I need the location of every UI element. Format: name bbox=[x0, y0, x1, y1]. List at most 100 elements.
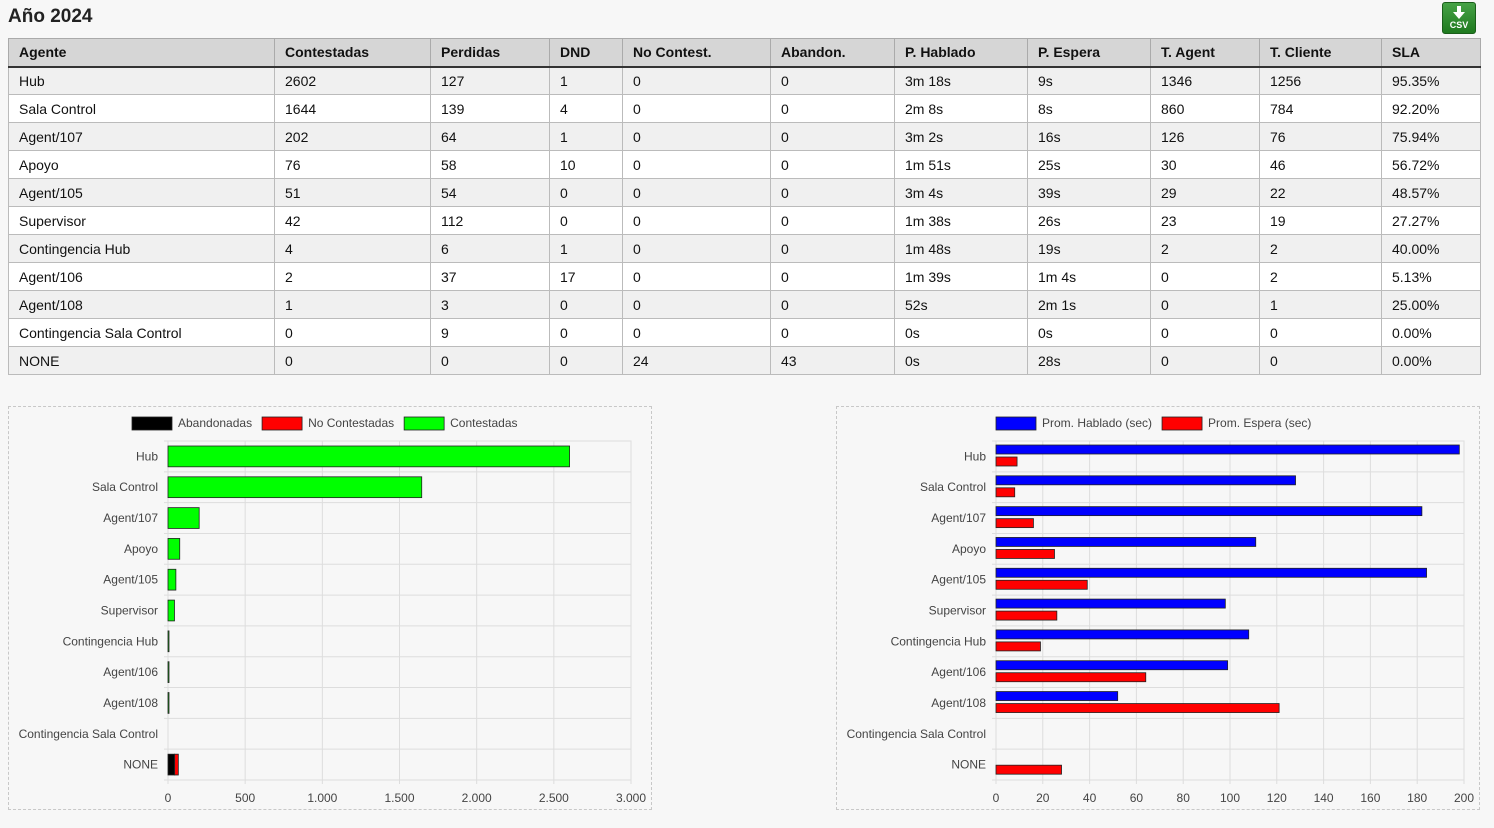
table-cell: 2m 8s bbox=[894, 94, 1028, 123]
calls-chart-panel: 0 500 1.000 1.500 2.000 2.500 3.000 Hub Sala Con… bbox=[8, 406, 652, 810]
x-tick-label: 120 bbox=[1267, 791, 1287, 805]
bar-prom-espera-sec-agent-106[interactable] bbox=[995, 672, 1147, 683]
agent-name-cell: Apoyo bbox=[8, 150, 275, 179]
table-cell: 112 bbox=[430, 206, 550, 235]
table-cell: 1m 39s bbox=[894, 262, 1028, 291]
bar-prom-espera-sec-hub[interactable] bbox=[995, 456, 1018, 467]
legend-label-prom-hablado-sec[interactable]: Prom. Hablado (sec) bbox=[1042, 416, 1152, 430]
bar-prom-hablado-sec-supervisor[interactable] bbox=[995, 598, 1226, 609]
x-tick-label: 500 bbox=[235, 791, 255, 805]
table-cell: 64 bbox=[430, 122, 550, 151]
legend-swatch-prom-espera-sec bbox=[1161, 416, 1203, 431]
bar-contestadas-hub[interactable] bbox=[167, 445, 570, 468]
table-cell: 0 bbox=[622, 122, 771, 151]
table-row: Sala Control 1644 139 4 0 0 2m 8s 8s 860 784 92.20… bbox=[8, 94, 1481, 123]
bar-prom-hablado-sec-contingencia-hub[interactable] bbox=[995, 629, 1250, 640]
legend-label-contestadas[interactable]: Contestadas bbox=[450, 416, 517, 430]
column-header[interactable]: T. Agent bbox=[1150, 38, 1260, 68]
legend-label-prom-espera-sec[interactable]: Prom. Espera (sec) bbox=[1208, 416, 1311, 430]
category-label: Apoyo bbox=[124, 542, 158, 556]
bar-prom-hablado-sec-agent-108[interactable] bbox=[995, 691, 1119, 701]
table-cell: 2602 bbox=[274, 66, 431, 95]
column-header[interactable]: P. Espera bbox=[1027, 38, 1151, 68]
table-cell: 9s bbox=[1027, 66, 1151, 95]
column-header[interactable]: Contestadas bbox=[274, 38, 431, 68]
column-header[interactable]: P. Hablado bbox=[894, 38, 1028, 68]
bar-prom-espera-sec-supervisor[interactable] bbox=[995, 610, 1058, 621]
x-tick-label: 140 bbox=[1314, 791, 1334, 805]
table-cell: 0 bbox=[549, 318, 623, 347]
bar-prom-espera-sec-agent-107[interactable] bbox=[995, 518, 1034, 529]
x-tick-label: 80 bbox=[1177, 791, 1191, 805]
table-row: Agent/105 51 54 0 0 0 3m 4s 39s 29 22 48.57% bbox=[8, 178, 1481, 207]
bar-prom-hablado-sec-hub[interactable] bbox=[995, 444, 1460, 455]
table-cell: 0 bbox=[770, 122, 895, 151]
table-cell: 5.13% bbox=[1381, 262, 1481, 291]
agent-name-cell: Agent/107 bbox=[8, 122, 275, 151]
bar-contestadas-agent-108[interactable] bbox=[167, 692, 170, 714]
x-tick-label: 0 bbox=[165, 791, 172, 805]
bar-prom-espera-sec-apoyo[interactable] bbox=[995, 549, 1055, 559]
bar-contestadas-contingencia-hub[interactable] bbox=[167, 630, 170, 653]
legend-label-abandonadas[interactable]: Abandonadas bbox=[178, 416, 252, 430]
column-header[interactable]: SLA bbox=[1381, 38, 1481, 68]
bar-no-contestadas-none[interactable] bbox=[174, 753, 179, 776]
table-cell: 48.57% bbox=[1381, 178, 1481, 207]
table-cell: 3 bbox=[430, 290, 550, 319]
table-body: Hub 2602 127 1 0 0 3m 18s 9s 1346 1256 95.35% Sala … bbox=[8, 66, 1481, 375]
bar-contestadas-agent-106[interactable] bbox=[167, 661, 170, 683]
column-header[interactable]: Agente bbox=[8, 38, 275, 68]
bar-prom-espera-sec-sala-control[interactable] bbox=[995, 487, 1016, 498]
bar-contestadas-agent-107[interactable] bbox=[167, 507, 200, 529]
bar-contestadas-apoyo[interactable] bbox=[167, 538, 181, 560]
bar-contestadas-sala-control[interactable] bbox=[167, 476, 423, 499]
category-label: Agent/108 bbox=[103, 696, 158, 710]
table-row: Hub 2602 127 1 0 0 3m 18s 9s 1346 1256 95.35% bbox=[8, 66, 1481, 95]
table-cell: 0 bbox=[770, 318, 895, 347]
legend-label-no-contestadas[interactable]: No Contestadas bbox=[308, 416, 394, 430]
table-cell: 19 bbox=[1259, 206, 1382, 235]
table-cell: 0 bbox=[770, 234, 895, 263]
table-cell: 76 bbox=[274, 150, 431, 179]
column-header[interactable]: Perdidas bbox=[430, 38, 550, 68]
export-csv-button[interactable]: CSV bbox=[1442, 2, 1476, 34]
table-cell: 860 bbox=[1150, 94, 1260, 123]
bar-contestadas-supervisor[interactable] bbox=[167, 599, 175, 622]
table-row: NONE 0 0 0 24 43 0s 28s 0 0 0.00% bbox=[8, 346, 1481, 375]
bar-prom-hablado-sec-agent-106[interactable] bbox=[995, 660, 1229, 671]
bar-prom-hablado-sec-agent-105[interactable] bbox=[995, 567, 1427, 578]
bar-prom-hablado-sec-agent-107[interactable] bbox=[995, 506, 1423, 517]
bar-prom-hablado-sec-apoyo[interactable] bbox=[995, 537, 1257, 547]
bar-prom-espera-sec-none[interactable] bbox=[995, 764, 1062, 775]
table-cell: 25.00% bbox=[1381, 290, 1481, 319]
column-header[interactable]: T. Cliente bbox=[1259, 38, 1382, 68]
category-label: Agent/105 bbox=[931, 573, 986, 587]
table-cell: 2 bbox=[1259, 262, 1382, 291]
column-header[interactable]: DND bbox=[549, 38, 623, 68]
bar-prom-espera-sec-agent-108[interactable] bbox=[995, 703, 1280, 713]
table-cell: 1 bbox=[549, 122, 623, 151]
column-header[interactable]: Abandon. bbox=[770, 38, 895, 68]
table-cell: 1m 4s bbox=[1027, 262, 1151, 291]
category-label: Agent/106 bbox=[103, 665, 158, 679]
bar-prom-hablado-sec-sala-control[interactable] bbox=[995, 475, 1296, 486]
table-cell: 54 bbox=[430, 178, 550, 207]
bar-prom-espera-sec-contingencia-hub[interactable] bbox=[995, 641, 1041, 652]
table-cell: 9 bbox=[430, 318, 550, 347]
table-cell: 0 bbox=[1259, 346, 1382, 375]
category-label: Apoyo bbox=[952, 542, 986, 556]
table-cell: 92.20% bbox=[1381, 94, 1481, 123]
table-cell: 784 bbox=[1259, 94, 1382, 123]
bar-abandonadas-none[interactable] bbox=[167, 753, 176, 776]
bar-prom-espera-sec-agent-105[interactable] bbox=[995, 579, 1088, 590]
column-header[interactable]: No Contest. bbox=[622, 38, 771, 68]
table-cell: 0 bbox=[549, 346, 623, 375]
x-tick-label: 20 bbox=[1036, 791, 1050, 805]
category-label: Agent/107 bbox=[103, 511, 158, 525]
table-cell: 1346 bbox=[1150, 66, 1260, 95]
bar-contestadas-agent-105[interactable] bbox=[167, 568, 177, 591]
category-label: Sala Control bbox=[92, 480, 158, 494]
agent-name-cell: Supervisor bbox=[8, 206, 275, 235]
table-cell: 0 bbox=[622, 206, 771, 235]
table-cell: 3m 18s bbox=[894, 66, 1028, 95]
